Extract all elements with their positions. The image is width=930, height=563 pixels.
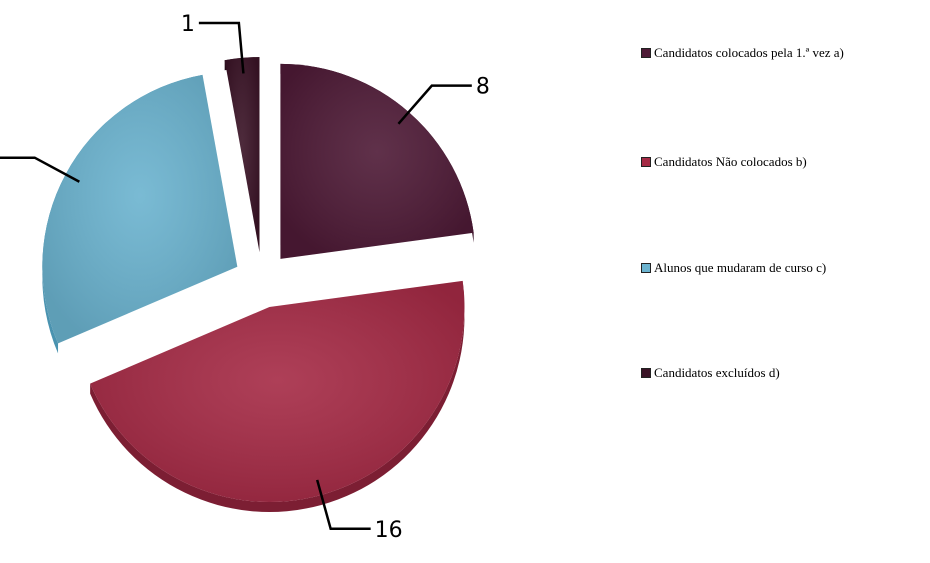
legend-swatch (641, 157, 651, 167)
pie-slice-colocados-value-label: 8 (476, 75, 490, 100)
legend-item-mudaram-curso: Alunos que mudaram de curso c) (641, 260, 826, 276)
legend: Candidatos colocados pela 1.ª vez a) Can… (641, 0, 930, 563)
legend-swatch (641, 368, 651, 378)
pie-slice-excluidos-value-label: 1 (181, 12, 195, 37)
legend-item-excluidos: Candidatos excluídos d) (641, 365, 780, 381)
pie-slice-mudaram-curso-shading (42, 74, 238, 344)
pie-slice-colocados-leader-line (397, 84, 472, 125)
pie-slice-nao-colocados-shading (90, 280, 465, 502)
legend-label: Candidatos Não colocados b) (654, 154, 807, 169)
legend-swatch (641, 48, 651, 58)
legend-item-colocados: Candidatos colocados pela 1.ª vez a) (641, 45, 844, 61)
legend-label: Candidatos colocados pela 1.ª vez a) (654, 45, 844, 60)
pie-slice-colocados-shading (280, 63, 474, 259)
legend-label: Candidatos excluídos d) (654, 365, 780, 380)
pie-slice-excluidos-shading (224, 57, 260, 253)
pie-slice-nao-colocados-value-label: 16 (375, 518, 403, 543)
pie-slice-nao-colocados-leader-line (315, 479, 371, 531)
legend-item-nao-colocados: Candidatos Não colocados b) (641, 154, 807, 170)
legend-label: Alunos que mudaram de curso c) (654, 260, 827, 275)
pie-slice-mudaram-curso-leader-line (0, 156, 80, 183)
pie-slice-excluidos-leader-line (198, 21, 245, 74)
legend-swatch (641, 263, 651, 273)
